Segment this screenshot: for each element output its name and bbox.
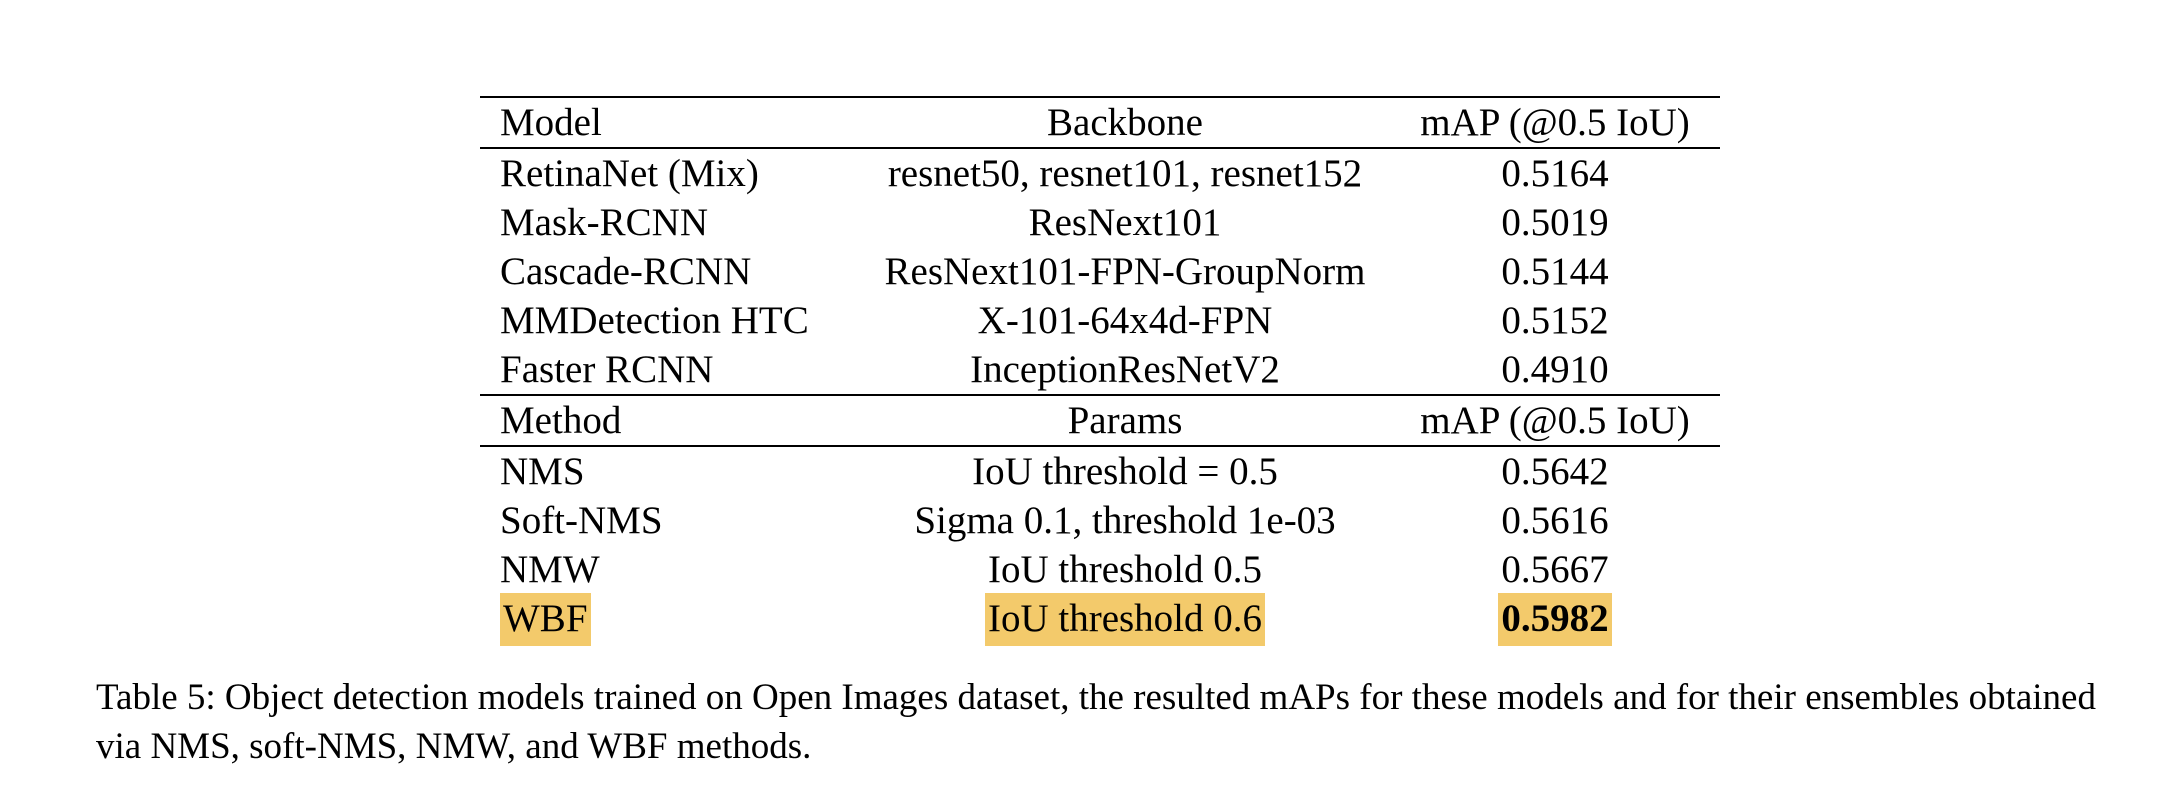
header-cell: Model [480, 96, 860, 149]
map-cell: 0.4910 [1501, 348, 1609, 391]
backbone-cell: ResNext101 [1028, 201, 1222, 244]
header-cell: Params [860, 394, 1390, 447]
highlighted-params: IoU threshold 0.6 [984, 593, 1266, 646]
map-cell: 0.5982 [1390, 593, 1720, 646]
table-row: Cascade-RCNN ResNext101-FPN-GroupNorm 0.… [480, 247, 1720, 296]
backbone-cell: ResNext101-FPN-GroupNorm [884, 250, 1366, 293]
params-cell: IoU threshold 0.6 [860, 593, 1390, 646]
table-row: NMW IoU threshold 0.5 0.5667 [480, 545, 1720, 594]
params-cell: IoU threshold 0.5 [987, 548, 1263, 591]
table-row: NMS IoU threshold = 0.5 0.5642 [480, 446, 1720, 496]
map-cell: 0.5144 [1501, 250, 1609, 293]
map-cell: 0.5152 [1501, 299, 1609, 342]
results-table: Model Backbone mAP (@0.5 IoU) RetinaNet … [480, 96, 1720, 646]
model-cell: RetinaNet (Mix) [500, 152, 759, 195]
header-cell: Backbone [860, 96, 1390, 149]
table-row: RetinaNet (Mix) resnet50, resnet101, res… [480, 148, 1720, 198]
params-cell: IoU threshold = 0.5 [972, 450, 1278, 493]
table-row: Faster RCNN InceptionResNetV2 0.4910 [480, 345, 1720, 395]
backbone-cell: X-101-64x4d-FPN [977, 299, 1273, 342]
table-row: Soft-NMS Sigma 0.1, threshold 1e-03 0.56… [480, 496, 1720, 545]
table-row: MMDetection HTC X-101-64x4d-FPN 0.5152 [480, 296, 1720, 345]
map-cell: 0.5642 [1501, 450, 1609, 493]
results-table-container: Model Backbone mAP (@0.5 IoU) RetinaNet … [480, 96, 1720, 646]
method-cell: NMS [500, 450, 585, 493]
method-cell: NMW [500, 548, 600, 591]
table-row-highlighted: WBF IoU threshold 0.6 0.5982 [480, 593, 1720, 646]
map-cell: 0.5616 [1501, 499, 1609, 542]
header-cell: Method [480, 394, 860, 447]
map-cell: 0.5164 [1501, 152, 1609, 195]
table-caption: Table 5: Object detection models trained… [96, 677, 2096, 767]
map-cell: 0.5019 [1501, 201, 1609, 244]
model-cell: Mask-RCNN [500, 201, 709, 244]
method-cell: Soft-NMS [500, 499, 663, 542]
header-cell: mAP (@0.5 IoU) [1390, 96, 1720, 149]
backbone-cell: InceptionResNetV2 [970, 348, 1280, 391]
backbone-cell: resnet50, resnet101, resnet152 [887, 152, 1363, 195]
params-cell: Sigma 0.1, threshold 1e-03 [914, 499, 1336, 542]
model-cell: Cascade-RCNN [500, 250, 752, 293]
table-subheader-row: Method Params mAP (@0.5 IoU) [480, 394, 1720, 447]
highlighted-best-map: 0.5982 [1498, 593, 1612, 646]
header-cell: mAP (@0.5 IoU) [1390, 394, 1720, 447]
table-header-row: Model Backbone mAP (@0.5 IoU) [480, 96, 1720, 149]
model-cell: MMDetection HTC [500, 299, 809, 342]
map-cell: 0.5667 [1501, 548, 1609, 591]
table-row: Mask-RCNN ResNext101 0.5019 [480, 198, 1720, 247]
highlighted-method: WBF [500, 593, 591, 646]
model-cell: Faster RCNN [500, 348, 714, 391]
method-cell: WBF [480, 593, 860, 646]
